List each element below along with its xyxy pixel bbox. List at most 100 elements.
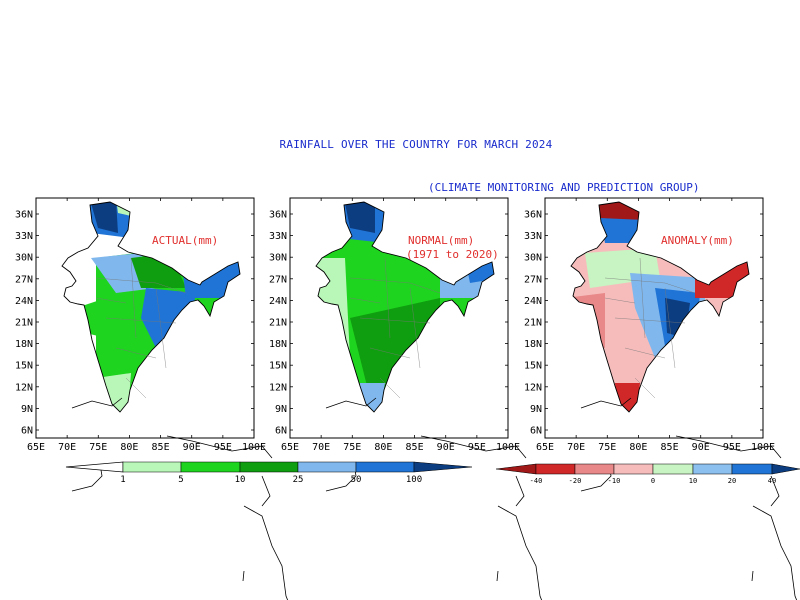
lat-tick-label: 33N [524, 231, 542, 242]
lat-tick-label: 6N [275, 426, 287, 437]
map-panel-actual: 65E 70E 75E 80E 85E 90E 95E 100E 36N 33N 30N 27N 24N… [15, 197, 289, 600]
lon-tick-label: 65E [281, 442, 299, 453]
lat-tick-label: 24N [269, 296, 287, 307]
colorbar-swatch [122, 461, 182, 473]
lat-tick-label: 18N [524, 339, 542, 350]
lat-tick-label: 12N [269, 382, 287, 393]
lon-tick-label: 80E [120, 442, 138, 453]
colorbar-swatch [731, 463, 773, 475]
lon-tick-label: 65E [536, 442, 554, 453]
lon-tick-label: 70E [312, 442, 330, 453]
lat-tick-label: 18N [269, 339, 287, 350]
lat-tick-label: 15N [524, 361, 542, 372]
lon-tick-label: 85E [406, 442, 424, 453]
map-frame [35, 197, 255, 439]
lat-tick-label: 15N [269, 361, 287, 372]
colorbar-tick-label: 10 [689, 477, 697, 485]
lat-tick-label: 6N [530, 426, 542, 437]
colorbar-swatch [355, 461, 415, 473]
state-boundaries [604, 257, 696, 399]
lon-tick-label: 95E [723, 442, 741, 453]
lon-tick-label: 85E [661, 442, 679, 453]
lon-tick-label: 75E [89, 442, 107, 453]
panel-label: NORMAL(mm) [408, 234, 474, 247]
map-frame [289, 197, 509, 439]
lat-tick-label: 9N [275, 404, 287, 415]
colorbar-high-arrow [771, 463, 800, 475]
lat-tick-label: 15N [15, 361, 33, 372]
colorbar-swatch [692, 463, 733, 475]
lon-tick-label: 85E [152, 442, 170, 453]
colorbar-tick-label: 20 [728, 477, 736, 485]
colorbar-tick-label: 5 [178, 475, 183, 485]
lat-tick-label: 36N [524, 210, 542, 221]
lon-tick-label: 100E [751, 442, 775, 453]
map-panel-anomaly: 65E 70E 75E 80E 85E 90E 95E 100E 36N 33N 30N 27N 24N… [524, 197, 798, 600]
state-boundaries [95, 257, 187, 399]
colorbar-swatch [613, 463, 654, 475]
lat-tick-label: 18N [15, 339, 33, 350]
lon-tick-label: 80E [629, 442, 647, 453]
lon-tick-label: 95E [468, 442, 486, 453]
neighbour-boundaries [71, 397, 289, 600]
lon-tick-label: 80E [374, 442, 392, 453]
lat-tick-label: 24N [524, 296, 542, 307]
panel-label: ANOMALY(mm) [661, 234, 734, 247]
colorbar-low-arrow [495, 463, 537, 475]
lon-tick-label: 100E [496, 442, 520, 453]
lat-tick-label: 12N [524, 382, 542, 393]
figure-title: RAINFALL OVER THE COUNTRY FOR MARCH 2024 [279, 138, 553, 151]
lat-tick-label: 30N [524, 253, 542, 264]
lon-tick-label: 95E [214, 442, 232, 453]
colorbar-high-arrow [413, 461, 473, 473]
lat-tick-label: 9N [21, 404, 33, 415]
rainfall-region [345, 202, 375, 233]
state-boundaries [349, 257, 441, 399]
lat-tick-label: 6N [21, 426, 33, 437]
lat-tick-label: 27N [524, 274, 542, 285]
rainfall-region [91, 202, 118, 233]
lat-tick-label: 30N [269, 253, 287, 264]
colorbar-swatch [574, 463, 615, 475]
colorbar-tick-label: 0 [651, 477, 655, 485]
anomaly-colorbar: -40 -20 -10 0 10 20 40 [495, 463, 800, 485]
lon-tick-label: 70E [58, 442, 76, 453]
colorbar-tick-label: 10 [235, 475, 246, 485]
panel-sublabel: (1971 to 2020) [406, 248, 499, 261]
colorbar-swatch [239, 461, 299, 473]
colorbar-tick-label: 100 [406, 475, 422, 485]
panel-label: ACTUAL(mm) [152, 234, 218, 247]
lat-tick-label: 21N [524, 318, 542, 329]
colorbar-tick-label: 50 [351, 475, 362, 485]
colorbar-tick-label: -20 [569, 477, 582, 485]
colorbar-swatch [535, 463, 576, 475]
lat-tick-label: 24N [15, 296, 33, 307]
figure-subtitle: (CLIMATE MONITORING AND PREDICTION GROUP… [428, 181, 700, 194]
lat-tick-label: 27N [269, 274, 287, 285]
lat-tick-label: 36N [15, 210, 33, 221]
lat-tick-label: 21N [269, 318, 287, 329]
colorbar-swatch [297, 461, 357, 473]
colorbar-tick-label: 1 [120, 475, 125, 485]
lat-tick-label: 30N [15, 253, 33, 264]
lat-tick-label: 33N [269, 231, 287, 242]
country-outline [315, 201, 495, 413]
lat-tick-label: 33N [15, 231, 33, 242]
colorbar-swatch [180, 461, 241, 473]
lon-tick-label: 70E [567, 442, 585, 453]
lon-tick-label: 90E [183, 442, 201, 453]
country-outline [570, 201, 750, 413]
rainfall-colorbar: 1 5 10 25 50 100 [65, 461, 473, 485]
lat-tick-label: 36N [269, 210, 287, 221]
lon-tick-label: 75E [343, 442, 361, 453]
lat-tick-label: 12N [15, 382, 33, 393]
country-outline [61, 201, 241, 413]
lon-tick-label: 90E [437, 442, 455, 453]
lat-tick-label: 21N [15, 318, 33, 329]
map-panel-normal: 65E 70E 75E 80E 85E 90E 95E 100E 36N 33N 30N 27N 24N… [269, 197, 543, 600]
lon-tick-label: 75E [598, 442, 616, 453]
lon-tick-label: 100E [242, 442, 266, 453]
map-frame [544, 197, 764, 439]
neighbour-boundaries [580, 397, 798, 600]
